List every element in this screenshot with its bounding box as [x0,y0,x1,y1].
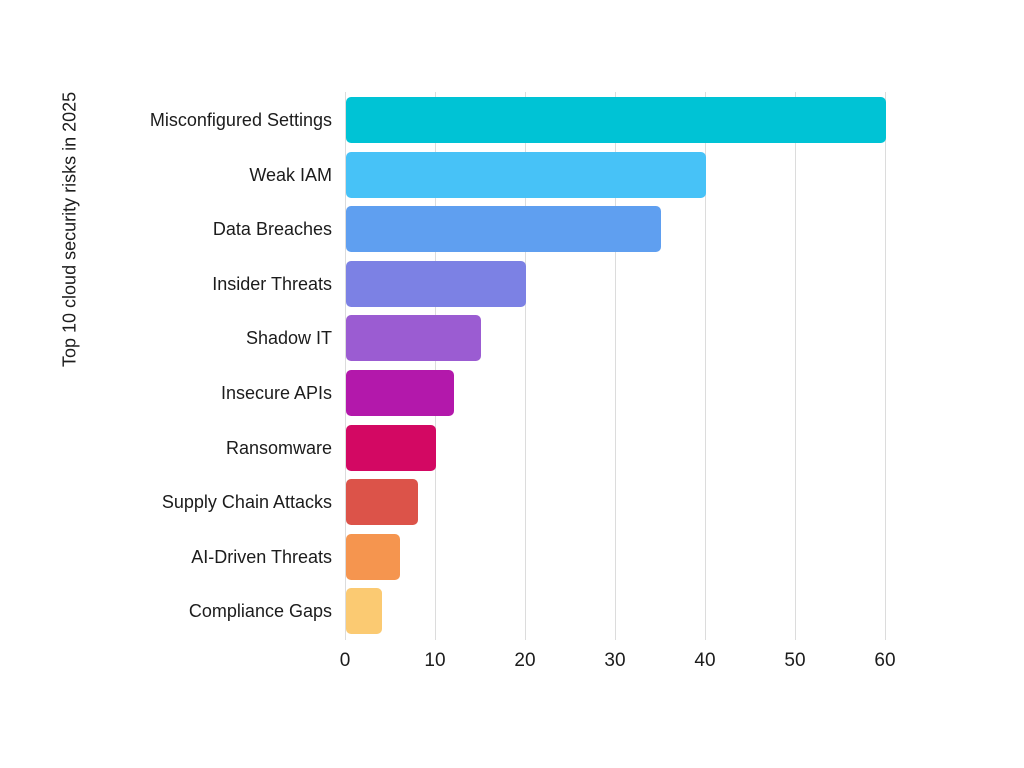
x-tick-40: 40 [694,650,716,671]
bar-ransomware [346,424,436,471]
gridline-x-20 [525,92,526,640]
category-label-weak-iam: Weak IAM [249,164,332,185]
bar-insecure-apis [346,370,454,416]
gridline-x-50 [795,92,796,640]
plot-area [345,92,937,640]
x-tick-0: 0 [339,650,351,671]
x-tick-10: 10 [424,650,446,671]
bar-data-breaches [346,206,661,253]
gridline-x-0 [345,92,346,640]
category-label-ai-driven-threats: AI-Driven Threats [191,546,332,567]
gridline-x-60 [885,92,886,640]
category-label-compliance-gaps: Compliance Gaps [188,601,332,622]
bar-weak-iam [346,151,706,198]
gridline-x-40 [705,92,706,640]
category-label-misconfigured-settings: Misconfigured Settings [149,110,332,130]
category-label-insecure-apis: Insecure APIs [220,383,332,403]
bar-insider-threats [346,260,526,307]
category-label-ransomware: Ransomware [225,437,332,458]
gridline-x-30 [615,92,616,640]
category-label-data-breaches: Data Breaches [212,219,332,240]
bar-misconfigured-settings [346,97,886,143]
x-tick-60: 60 [874,650,896,671]
category-label-insider-threats: Insider Threats [212,273,332,294]
gridline-x-10 [435,92,436,640]
category-label-shadow-it: Shadow IT [245,328,332,349]
x-tick-20: 20 [514,650,536,671]
bar-supply-chain-attacks [346,479,418,526]
x-tick-50: 50 [784,650,806,671]
bar-ai-driven-threats [346,533,400,580]
category-label-supply-chain-attacks: Supply Chain Attacks [161,492,332,513]
bar-shadow-it [346,315,481,362]
bar-compliance-gaps [346,588,382,635]
x-tick-30: 30 [604,650,626,671]
